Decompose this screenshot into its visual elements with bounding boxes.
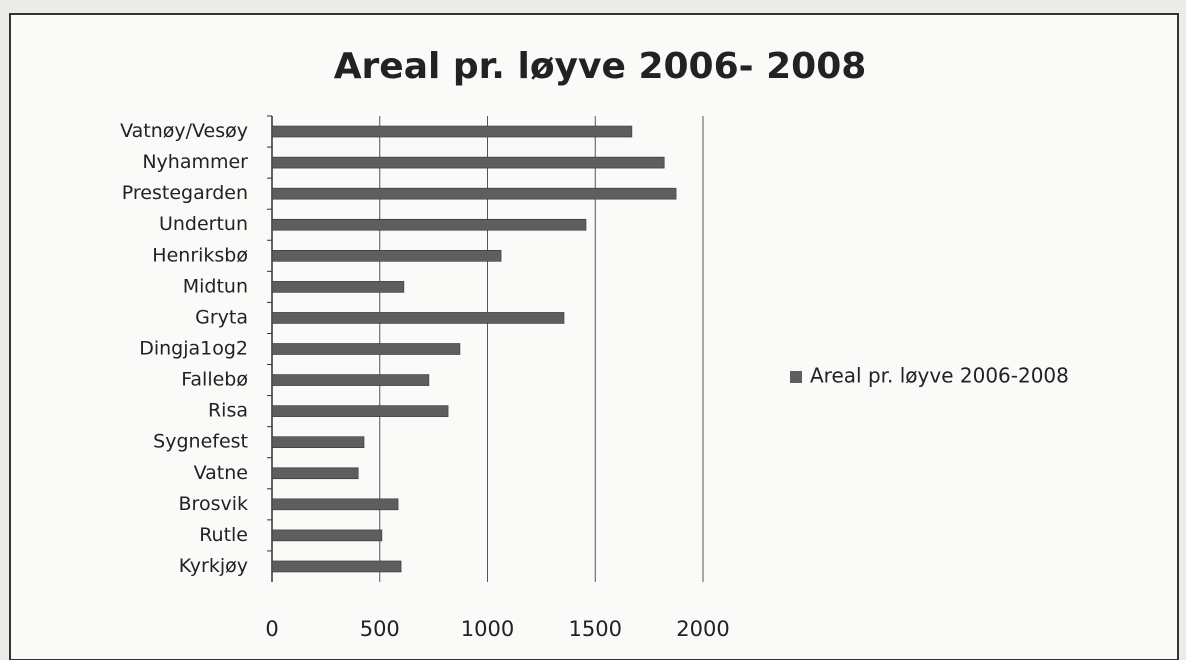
x-tick-label: 1000	[461, 617, 514, 641]
bar	[271, 187, 677, 200]
chart-frame	[9, 13, 1179, 660]
bar	[271, 281, 405, 293]
x-tick-label: 500	[360, 617, 400, 641]
bar	[271, 156, 665, 169]
y-tick-label: Kyrkjøy	[179, 555, 248, 577]
y-tick-label: Gryta	[195, 306, 248, 328]
y-tick-label: Fallebø	[181, 369, 248, 391]
y-tick-label: Henriksbø	[152, 244, 248, 266]
bar	[271, 218, 587, 231]
x-tick-label: 0	[265, 617, 278, 641]
bar	[271, 312, 565, 324]
y-tick-label: Midtun	[183, 275, 248, 297]
bar	[271, 405, 449, 417]
bar	[271, 529, 383, 542]
y-tick-label: Dingja1og2	[139, 338, 248, 360]
y-tick-label: Sygnefest	[153, 431, 248, 453]
y-tick-label: Undertun	[159, 213, 248, 235]
bar	[271, 498, 399, 511]
bar	[271, 374, 430, 386]
y-tick-label: Prestegarden	[122, 182, 248, 204]
chart-title: Areal pr. løyve 2006- 2008	[334, 46, 867, 87]
bar	[271, 250, 502, 262]
bar	[271, 436, 365, 449]
y-tick-label: Risa	[208, 400, 248, 422]
bar	[271, 560, 402, 573]
bar	[271, 125, 633, 138]
y-tick-label: Rutle	[199, 524, 248, 546]
x-tick-label: 1500	[569, 617, 622, 641]
legend-label: Areal pr. løyve 2006-2008	[810, 364, 1069, 388]
y-tick-label: Vatnøy/Vesøy	[120, 120, 248, 142]
bar	[271, 467, 359, 480]
legend-swatch	[790, 371, 802, 383]
bar	[271, 343, 461, 355]
y-tick-label: Vatne	[194, 462, 248, 484]
y-tick-label: Brosvik	[179, 493, 248, 515]
y-tick-label: Nyhammer	[142, 151, 248, 173]
x-tick-label: 2000	[676, 617, 729, 641]
